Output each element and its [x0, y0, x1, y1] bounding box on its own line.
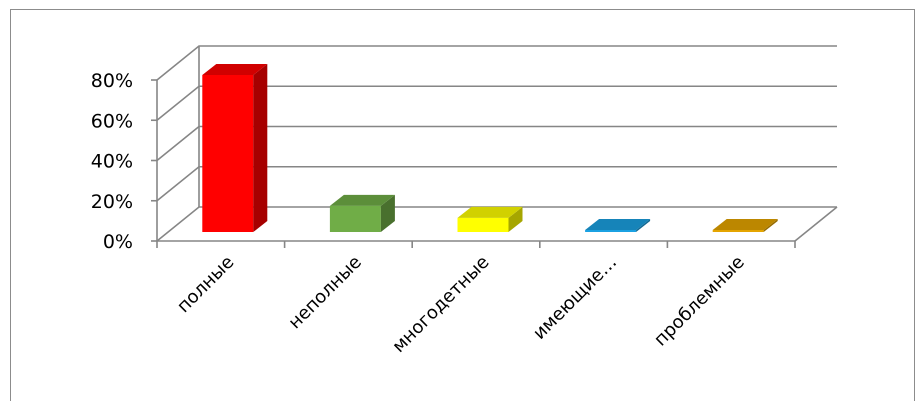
gridline [156, 165, 837, 202]
x-axis-labels: полные неполные многодетные имеющие… проблем… [173, 252, 749, 357]
bar-top-face [457, 206, 523, 218]
y-tick-label: 60% [91, 110, 133, 132]
bar-front-face [329, 205, 381, 232]
bar [585, 218, 651, 232]
bar [457, 206, 523, 232]
bar-side-face [508, 206, 523, 232]
bar [202, 64, 268, 233]
gridline [156, 45, 837, 81]
y-axis-ticks: 0% 20% 40% 60% 80% [91, 70, 157, 253]
bar-top-face [202, 64, 268, 76]
bar-top-face [329, 194, 395, 206]
bar-front-face [712, 229, 764, 232]
gridline [156, 125, 837, 162]
x-tick-label: полные [173, 252, 238, 317]
x-tick-label: многодетные [388, 252, 493, 357]
bar-front-face [202, 75, 254, 233]
bar-side-face [763, 218, 778, 232]
bar-front-face [457, 217, 509, 232]
bar-top-face [712, 218, 778, 230]
chart-area [10, 9, 915, 401]
bars [202, 64, 778, 233]
gridline [156, 85, 837, 121]
floor-right-edge [794, 206, 838, 242]
y-tick-label: 40% [91, 151, 133, 173]
bar-front-face [585, 229, 637, 232]
x-tick-label: проблемные [650, 252, 749, 351]
y-tick-label: 0% [103, 231, 133, 253]
x-tick-label: неполные [284, 252, 365, 333]
y-tick-label: 80% [91, 70, 133, 92]
bar [712, 218, 778, 232]
bar-side-face [636, 218, 651, 232]
bar-side-face [253, 64, 268, 233]
bar-top-face [585, 218, 651, 230]
gridline [156, 206, 837, 242]
bar-side-face [380, 194, 395, 232]
x-tick-label: имеющие… [529, 252, 621, 344]
gridlines [156, 45, 837, 242]
x-axis-ticks [156, 241, 796, 248]
bar [329, 194, 395, 232]
y-tick-label: 20% [91, 191, 133, 213]
